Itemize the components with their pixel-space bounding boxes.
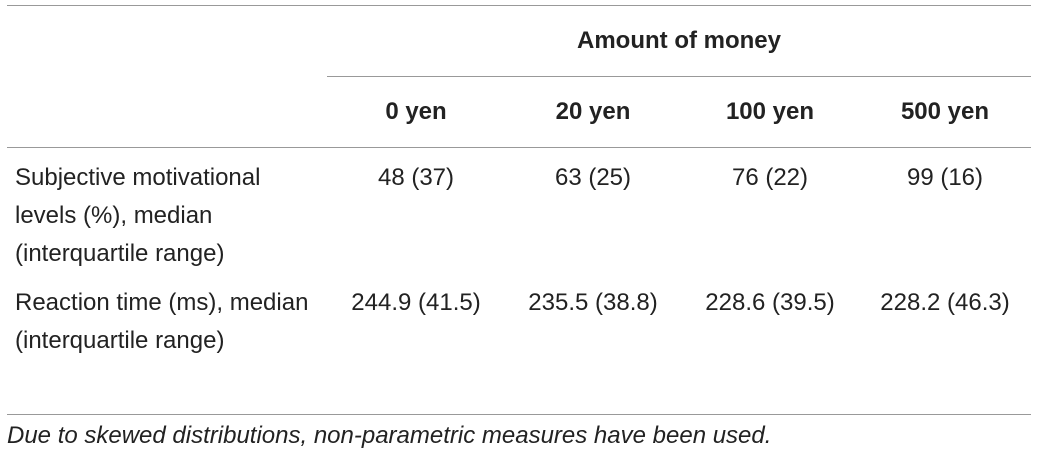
empty-cell — [7, 6, 327, 77]
cell: 76 (22) — [731, 164, 809, 191]
footnote: Due to skewed distributions, non-paramet… — [7, 422, 772, 449]
column-header: 500 yen — [859, 76, 1031, 148]
cell: 244.9 (41.5) — [351, 289, 481, 316]
table-row: Subjective motivational levels (%), medi… — [7, 148, 1031, 274]
table-row: Reaction time (ms), median (interquartil… — [7, 273, 1031, 415]
row-label: Reaction time (ms), median (interquartil… — [15, 289, 309, 354]
table-body: Subjective motivational levels (%), medi… — [7, 148, 1031, 415]
column-header: 0 yen — [327, 76, 505, 148]
cell: 63 (25) — [554, 164, 632, 191]
cell: 235.5 (38.8) — [528, 289, 658, 316]
data-table: Amount of money 0 yen 20 yen 100 yen 500 ye… — [7, 5, 1031, 415]
cell: 48 (37) — [377, 164, 455, 191]
column-header: 20 yen — [505, 76, 681, 148]
cell: 228.2 (46.3) — [880, 289, 1010, 316]
table-title: Amount of money — [327, 5, 1031, 77]
column-header-row: 0 yen 20 yen 100 yen 500 yen — [7, 76, 1031, 148]
cell: 99 (16) — [906, 164, 984, 191]
cell: 228.6 (39.5) — [705, 289, 835, 316]
column-header: 100 yen — [681, 76, 859, 148]
row-label: Subjective motivational levels (%), medi… — [15, 164, 261, 267]
table-container: Amount of money 0 yen 20 yen 100 yen 500 ye… — [7, 5, 1031, 451]
empty-cell — [7, 76, 327, 148]
